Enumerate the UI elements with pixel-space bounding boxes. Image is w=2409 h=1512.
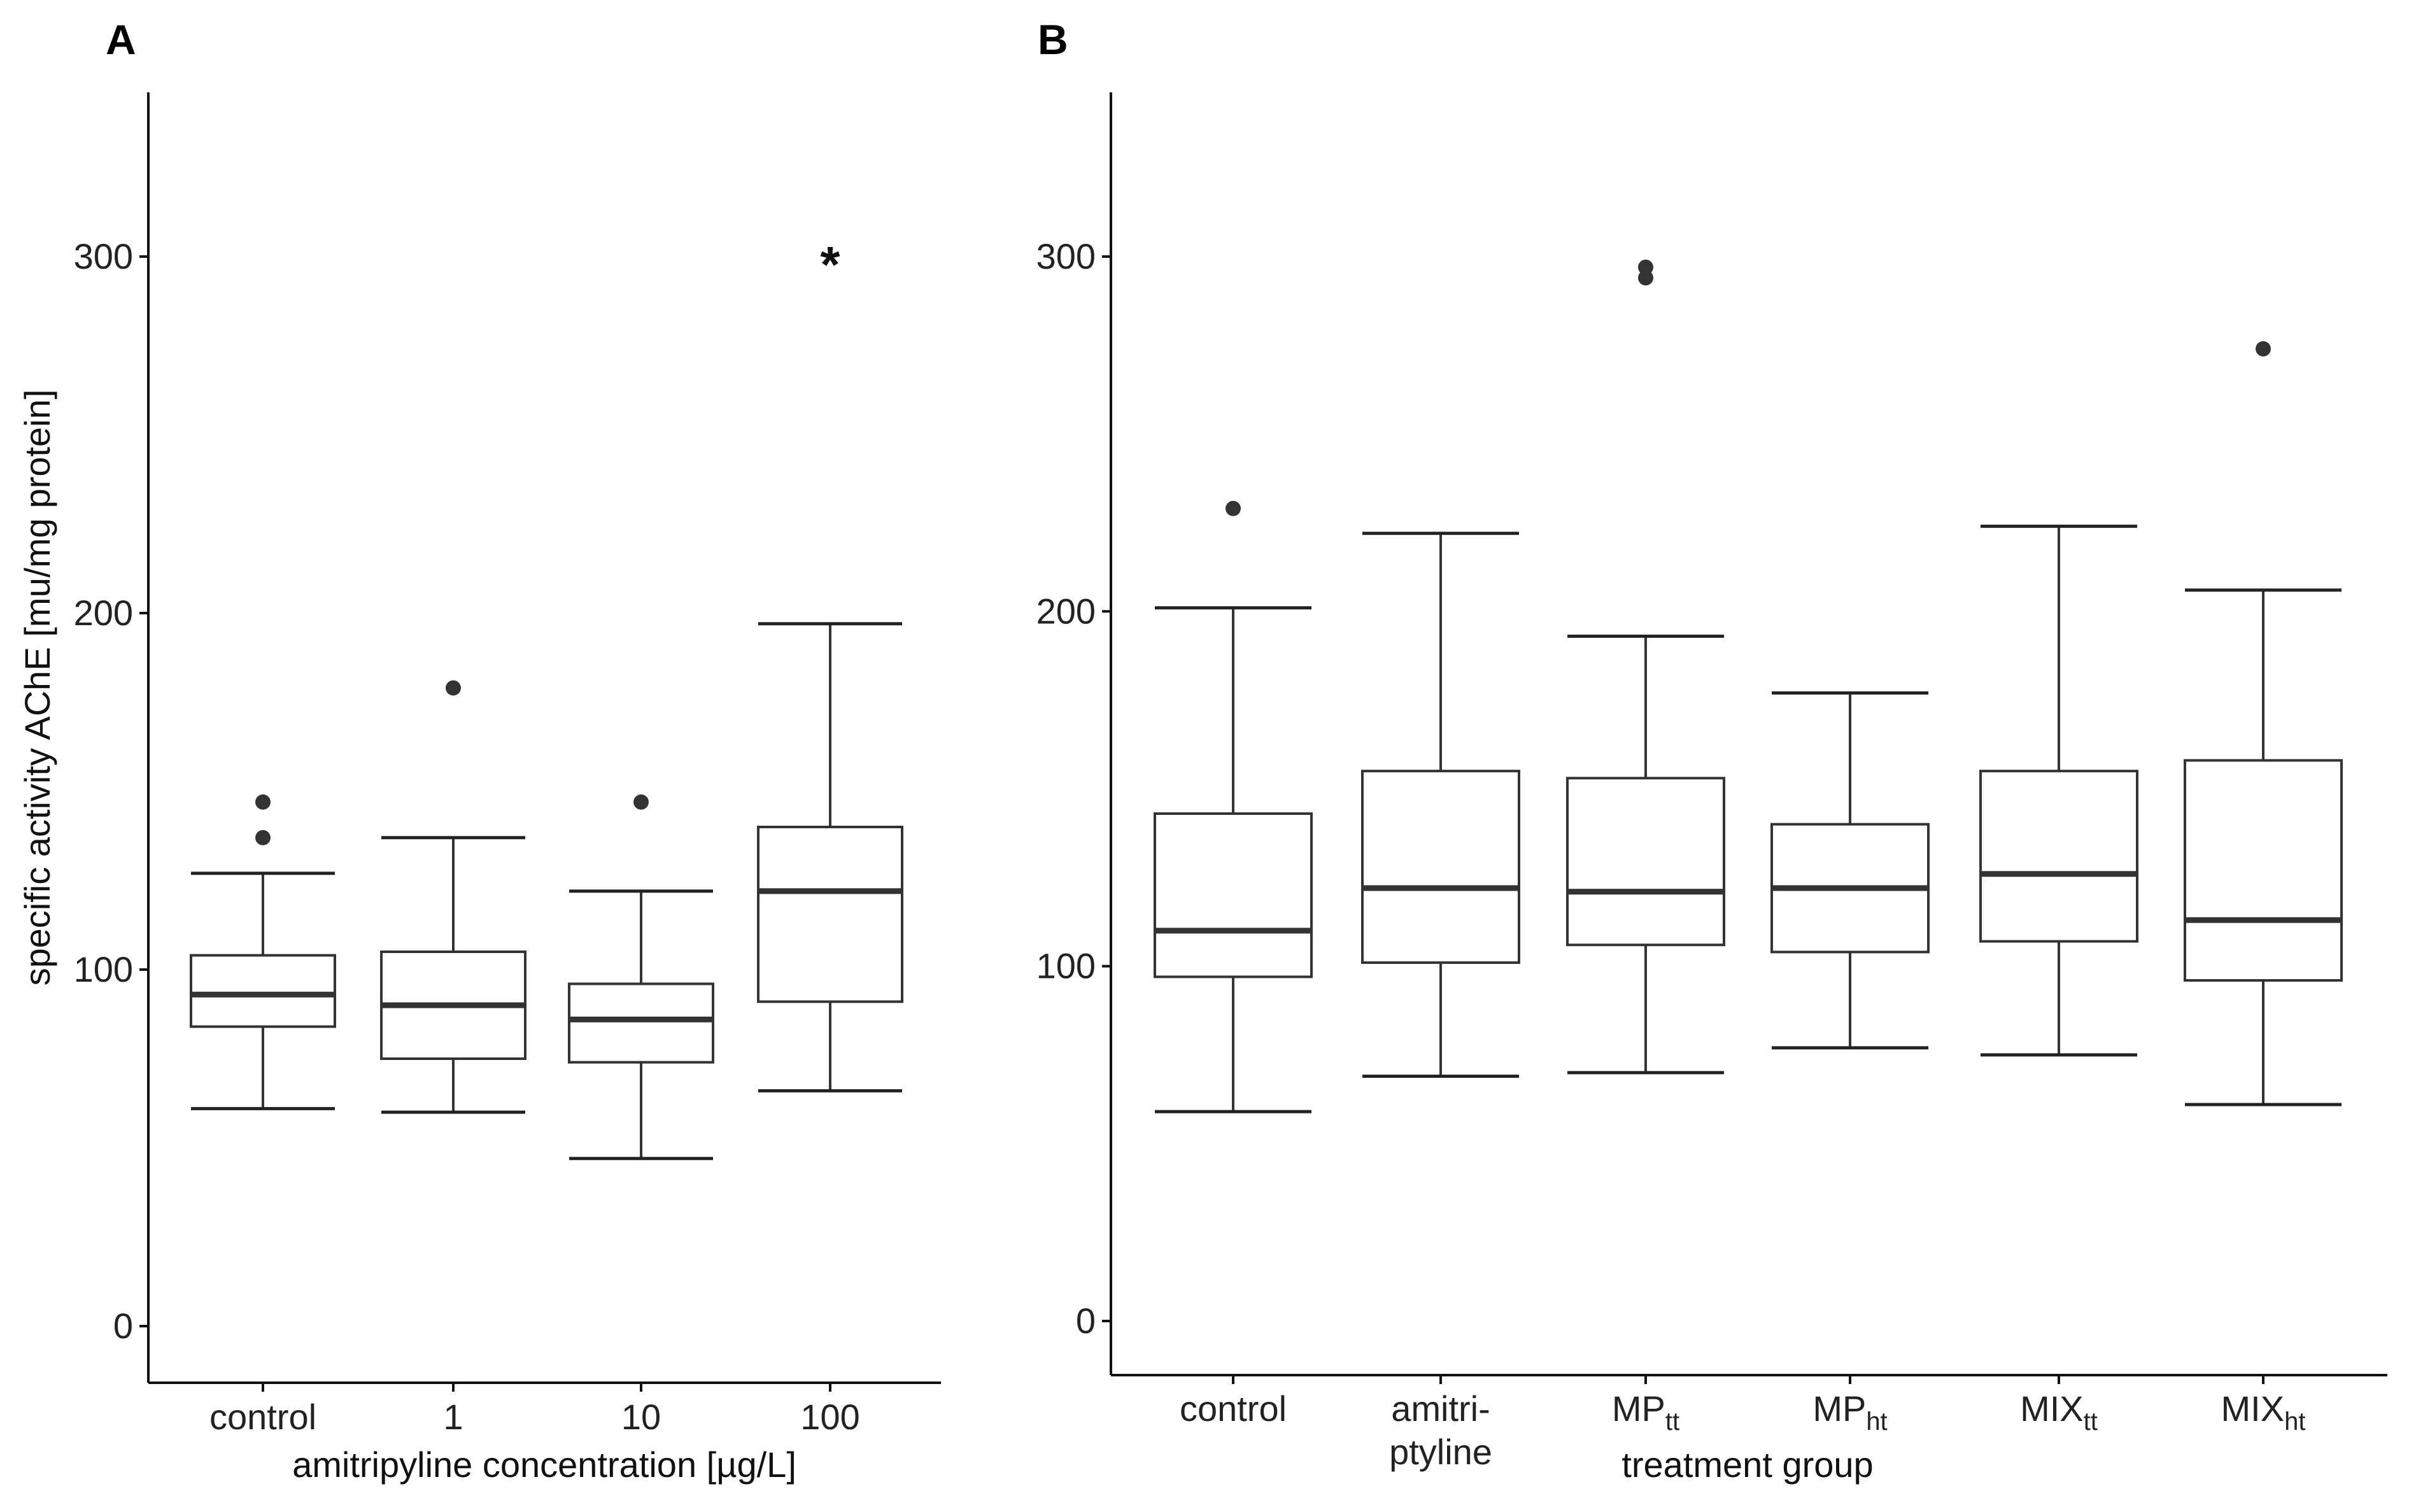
panel-b-y-ticks: 0 100 200 300 bbox=[1036, 236, 1111, 1341]
panel-a-letter: A bbox=[106, 16, 136, 63]
panel-a-x-tick-label: control bbox=[209, 1397, 316, 1437]
outlier-point bbox=[1226, 500, 1241, 516]
panel-b-x-axis-title: treatment group bbox=[1621, 1445, 1873, 1485]
panel-b-box-6 bbox=[2184, 341, 2343, 1106]
outlier-point bbox=[2256, 341, 2271, 357]
outlier-point bbox=[255, 830, 271, 845]
panel-a-boxes: * bbox=[190, 236, 903, 1161]
outlier-point bbox=[633, 794, 649, 810]
outlier-point bbox=[255, 794, 271, 810]
panel-b-x-tick-label: MPht bbox=[1812, 1388, 1887, 1436]
panel-b-letter: B bbox=[1038, 16, 1068, 63]
panel-b-x-tick-label-line2: ptyline bbox=[1389, 1432, 1492, 1472]
panel-a-box-1 bbox=[190, 794, 336, 1110]
panel-a-x-axis-title: amitripyline concentration [µg/L] bbox=[292, 1445, 796, 1485]
panel-b-box-2 bbox=[1361, 532, 1520, 1078]
panel-b-y-tick-label: 0 bbox=[1076, 1301, 1096, 1341]
panel-a-y-ticks: 0 100 200 300 bbox=[74, 236, 148, 1346]
significance-marker: * bbox=[820, 236, 840, 293]
panel-b-x-tick-label: control bbox=[1180, 1388, 1287, 1429]
panel-a-y-tick-label: 200 bbox=[74, 593, 133, 633]
panel-a-y-tick-label: 300 bbox=[74, 236, 133, 276]
outlier-point bbox=[1638, 259, 1653, 275]
iqr-box bbox=[2184, 759, 2343, 982]
iqr-box bbox=[1154, 812, 1313, 979]
panel-a: A 0 100 200 300 * control 1 10 100 amitripylin… bbox=[17, 16, 941, 1485]
panel-b-box-4 bbox=[1770, 691, 1930, 1050]
panel-a-y-tick-label: 0 bbox=[113, 1306, 133, 1346]
panel-a-x-ticks: control 1 10 100 bbox=[209, 1383, 860, 1437]
outlier-point bbox=[1638, 270, 1653, 286]
panel-b-x-tick-label: MPtt bbox=[1612, 1388, 1679, 1436]
panel-a-box-3 bbox=[568, 794, 714, 1161]
iqr-box bbox=[1361, 770, 1520, 964]
panel-b-y-tick-label: 200 bbox=[1036, 591, 1096, 631]
panel-a-x-tick-label: 100 bbox=[800, 1397, 859, 1437]
panel-b-x-tick-label: MIXtt bbox=[2020, 1388, 2098, 1436]
panel-a-box-2 bbox=[380, 680, 526, 1114]
iqr-box bbox=[757, 826, 903, 1003]
panel-a-x-tick-label: 1 bbox=[443, 1397, 463, 1437]
panel-a-y-tick-label: 100 bbox=[74, 949, 133, 989]
outlier-point bbox=[446, 680, 461, 696]
panel-a-box-4: * bbox=[757, 236, 903, 1092]
panel-a-x-tick-label: 10 bbox=[621, 1397, 661, 1437]
iqr-box bbox=[1979, 770, 2138, 943]
panel-b-boxes bbox=[1154, 259, 2343, 1113]
iqr-box bbox=[568, 982, 714, 1064]
panel-b-box-3 bbox=[1566, 259, 1725, 1075]
panel-b-x-tick-label: MIXht bbox=[2221, 1388, 2306, 1436]
panel-b-box-5 bbox=[1979, 525, 2138, 1057]
panel-b-y-tick-label: 300 bbox=[1036, 236, 1096, 276]
panel-b-y-tick-label: 100 bbox=[1036, 946, 1096, 986]
panel-a-y-axis-title: specific activity AChE [mu/mg protein] bbox=[17, 390, 57, 986]
iqr-box bbox=[1566, 777, 1725, 947]
panel-b-x-tick-label: amitri- bbox=[1391, 1388, 1490, 1429]
iqr-box bbox=[190, 954, 336, 1028]
panel-b: B 0 100 200 300 control amitri-ptyline MPtt MP… bbox=[1036, 16, 2387, 1485]
panel-b-box-1 bbox=[1154, 500, 1313, 1113]
